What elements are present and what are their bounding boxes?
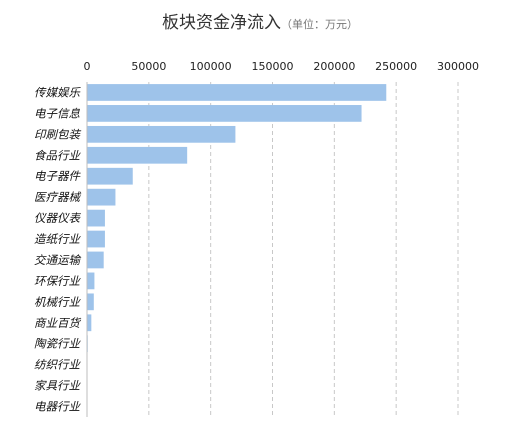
category-label: 医疗器械 — [34, 190, 81, 204]
category-label: 电子信息 — [34, 106, 80, 120]
x-tick-label: 50000 — [131, 60, 166, 73]
category-label: 仪器仪表 — [34, 211, 81, 225]
bar — [87, 293, 94, 311]
category-label: 食品行业 — [34, 148, 81, 162]
bar — [87, 125, 236, 143]
bar — [87, 314, 92, 332]
category-label: 传媒娱乐 — [34, 85, 81, 99]
chart-title: 板块资金净流入（单位：万元） — [162, 13, 358, 33]
category-label: 交通运输 — [34, 253, 81, 267]
category-label: 电器行业 — [34, 400, 81, 414]
category-label: 电子器件 — [34, 169, 81, 183]
category-label: 机械行业 — [34, 295, 81, 309]
x-tick-label: 300000 — [437, 60, 479, 73]
category-label: 纺织行业 — [34, 358, 81, 372]
category-label: 陶瓷行业 — [34, 337, 81, 351]
bar — [87, 251, 104, 269]
category-label: 家具行业 — [34, 379, 81, 393]
x-tick-label: 100000 — [190, 60, 232, 73]
x-tick-label: 0 — [84, 60, 91, 73]
bar — [87, 84, 387, 101]
x-tick-label: 200000 — [313, 60, 355, 73]
bar — [87, 188, 116, 206]
bar — [87, 230, 105, 248]
x-tick-label: 250000 — [375, 60, 417, 73]
bar — [87, 272, 95, 290]
chart-title-main: 板块资金净流入 — [162, 13, 281, 33]
category-labels: 传媒娱乐电子信息印刷包装食品行业电子器件医疗器械仪器仪表造纸行业交通运输环保行业… — [34, 85, 81, 413]
category-label: 造纸行业 — [34, 232, 81, 246]
x-tick-label: 150000 — [252, 60, 294, 73]
category-label: 环保行业 — [34, 274, 81, 288]
bar — [87, 209, 105, 227]
category-label: 印刷包装 — [34, 127, 81, 141]
category-label: 商业百货 — [34, 316, 81, 330]
bars — [87, 84, 387, 415]
x-axis-ticks: 0 50000 100000 150000 200000 250000 300000 — [84, 60, 480, 73]
bar — [87, 105, 362, 122]
bar — [87, 167, 133, 185]
chart-subtitle: （单位：万元） — [281, 17, 358, 31]
bar — [87, 146, 188, 164]
